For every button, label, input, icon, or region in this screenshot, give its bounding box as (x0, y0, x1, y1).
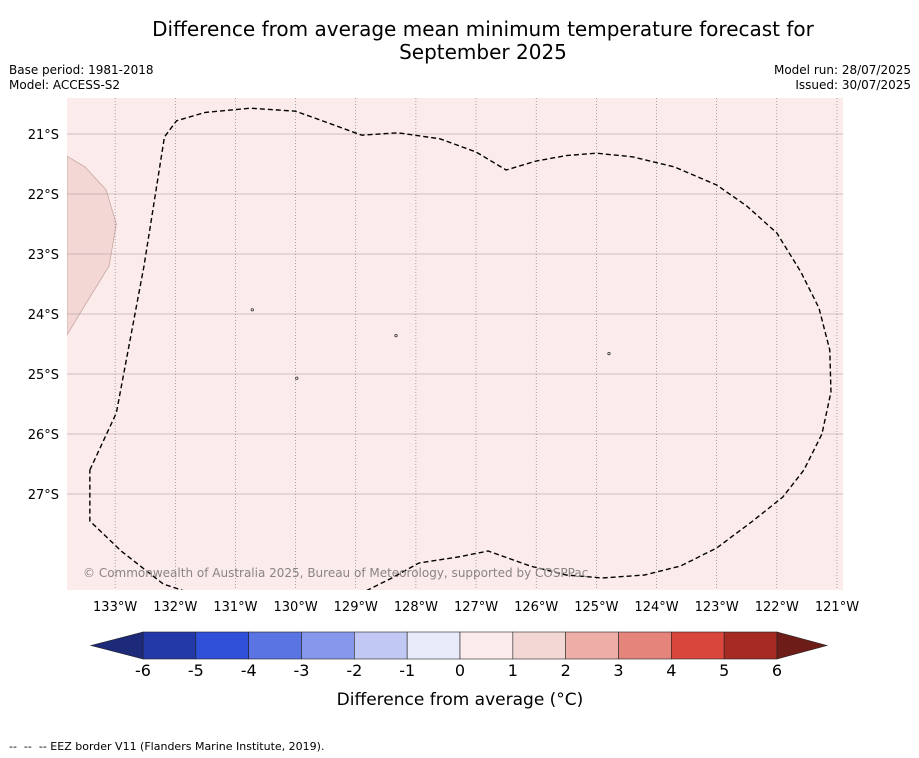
colorbar-tick-label: 0 (455, 661, 465, 680)
colorbar-tick-label: 4 (666, 661, 676, 680)
colorbar-tick-label: 3 (613, 661, 623, 680)
island (250, 308, 254, 312)
colorbar-tick-label: 2 (561, 661, 571, 680)
colorbar-tick-label: -3 (294, 661, 310, 680)
lat-tick-label: 25°S (28, 368, 59, 383)
lon-tick-label: 126°W (514, 600, 558, 615)
base-period-text: Base period: 1981-2018 (9, 63, 154, 77)
colorbar-bin (301, 631, 355, 660)
colorbar-tick-label: -6 (135, 661, 151, 680)
lon-tick-label: 125°W (574, 600, 618, 615)
colorbar-tick-label: 1 (508, 661, 518, 680)
copyright-text: © Commonwealth of Australia 2025, Bureau… (83, 566, 588, 580)
colorbar-tick-label: -4 (241, 661, 257, 680)
colorbar-under-arrow (89, 631, 144, 660)
metadata-left: Base period: 1981-2018 Model: ACCESS-S2 (9, 63, 154, 93)
map-content: © Commonwealth of Australia 2025, Bureau… (67, 98, 843, 590)
colorbar-label: Difference from average (°C) (337, 690, 584, 710)
colorbar-bin (354, 631, 408, 660)
model-run-text: Model run: 28/07/2025 (773, 63, 911, 77)
lon-tick-label: 133°W (93, 600, 137, 615)
metadata-right: Model run: 28/07/2025 Issued: 30/07/2025 (774, 63, 911, 93)
model-text: Model: ACCESS-S2 (9, 78, 121, 92)
lon-tick-label: 127°W (454, 600, 498, 615)
island (295, 376, 299, 380)
eez-border (89, 107, 832, 590)
colorbar-bin (142, 631, 197, 660)
colorbar-bin (723, 631, 778, 660)
colorbar-tick-label: -5 (188, 661, 204, 680)
lon-tick-label: 121°W (815, 600, 859, 615)
lat-tick-label: 24°S (28, 308, 59, 323)
colorbar-over-arrow (776, 631, 829, 660)
lon-tick-label: 123°W (695, 600, 739, 615)
lat-tick-label: 26°S (28, 428, 59, 443)
lon-tick-label: 129°W (334, 600, 378, 615)
lat-tick-label: 22°S (28, 188, 59, 203)
map-background (67, 98, 843, 590)
lon-tick-label: 130°W (274, 600, 318, 615)
lon-tick-label: 132°W (153, 600, 197, 615)
colorbar-bin (248, 631, 302, 660)
colorbar-bin (195, 631, 249, 660)
island (607, 351, 611, 356)
lon-tick-label: 131°W (213, 600, 257, 615)
island (394, 333, 398, 338)
colorbar-tick-label: 6 (772, 661, 782, 680)
lon-tick-label: 122°W (755, 600, 799, 615)
colorbar-bin (565, 631, 619, 660)
colorbar-bin (671, 631, 725, 660)
colorbar-bin (512, 631, 566, 660)
issued-text: Issued: 30/07/2025 (795, 78, 911, 92)
colorbar-bin (406, 631, 461, 660)
lon-tick-label: 124°W (634, 600, 678, 615)
colorbar-bin (618, 631, 672, 660)
colorbar-tick-label: 5 (719, 661, 729, 680)
lat-tick-label: 27°S (28, 488, 59, 503)
lon-tick-label: 128°W (394, 600, 438, 615)
colorbar-bin (459, 631, 514, 660)
anomaly-region (67, 155, 117, 336)
colorbar-tick-label: -1 (399, 661, 415, 680)
eez-border-legend: -- -- -- EEZ border V11 (Flanders Marine… (9, 740, 325, 753)
colorbar-tick-label: -2 (346, 661, 362, 680)
map-title: Difference from average mean minimum tem… (152, 17, 814, 64)
lat-tick-label: 23°S (28, 248, 59, 263)
lat-tick-label: 21°S (28, 128, 59, 143)
